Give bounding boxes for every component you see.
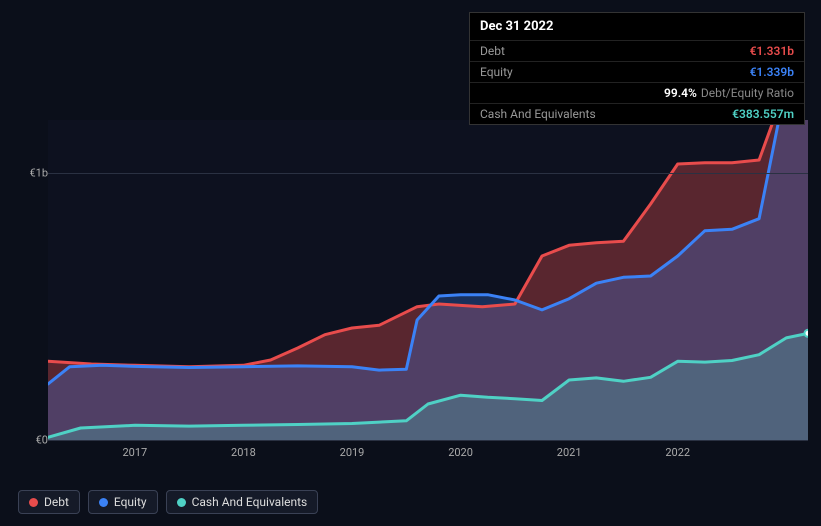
y-axis-label: €0 (18, 434, 48, 447)
x-axis-label: 2018 (231, 446, 256, 459)
chart-tooltip: Dec 31 2022 Debt €1.331b Equity €1.339b … (469, 12, 805, 125)
legend-label: Debt (44, 495, 69, 509)
legend-item-equity[interactable]: Equity (88, 490, 158, 514)
x-axis-label: 2022 (665, 446, 690, 459)
x-axis-label: 2020 (448, 446, 473, 459)
tooltip-row-equity: Equity €1.339b (470, 61, 804, 82)
tooltip-label: Debt (480, 44, 505, 58)
legend-label: Cash And Equivalents (192, 495, 308, 509)
tooltip-value: €1.331b (750, 44, 794, 58)
legend-swatch (177, 498, 186, 507)
x-axis: 2017 2018 2019 2020 2021 2022 (48, 446, 803, 466)
tooltip-label: Cash And Equivalents (480, 107, 596, 121)
y-axis-label: €1b (18, 167, 48, 180)
chart-plot[interactable] (48, 120, 808, 440)
tooltip-value: 99.4%Debt/Equity Ratio (664, 86, 794, 100)
x-axis-label: 2021 (557, 446, 582, 459)
x-axis-label: 2017 (122, 446, 147, 459)
tooltip-date: Dec 31 2022 (470, 13, 804, 40)
tooltip-value: €1.339b (750, 65, 794, 79)
chart-area: €0€1b (18, 120, 808, 440)
gridline (48, 173, 808, 174)
legend-item-debt[interactable]: Debt (18, 490, 80, 514)
legend-label: Equity (114, 495, 147, 509)
x-axis-label: 2019 (340, 446, 365, 459)
legend-swatch (29, 498, 38, 507)
legend-swatch (99, 498, 108, 507)
chart-legend: Debt Equity Cash And Equivalents (18, 490, 318, 514)
tooltip-row-debt: Debt €1.331b (470, 40, 804, 61)
tooltip-value: €383.557m (732, 107, 794, 121)
gridline (48, 440, 808, 441)
tooltip-row-ratio: 99.4%Debt/Equity Ratio (470, 82, 804, 103)
legend-item-cash[interactable]: Cash And Equivalents (166, 490, 319, 514)
tooltip-row-cash: Cash And Equivalents €383.557m (470, 103, 804, 124)
tooltip-label: Equity (480, 65, 513, 79)
